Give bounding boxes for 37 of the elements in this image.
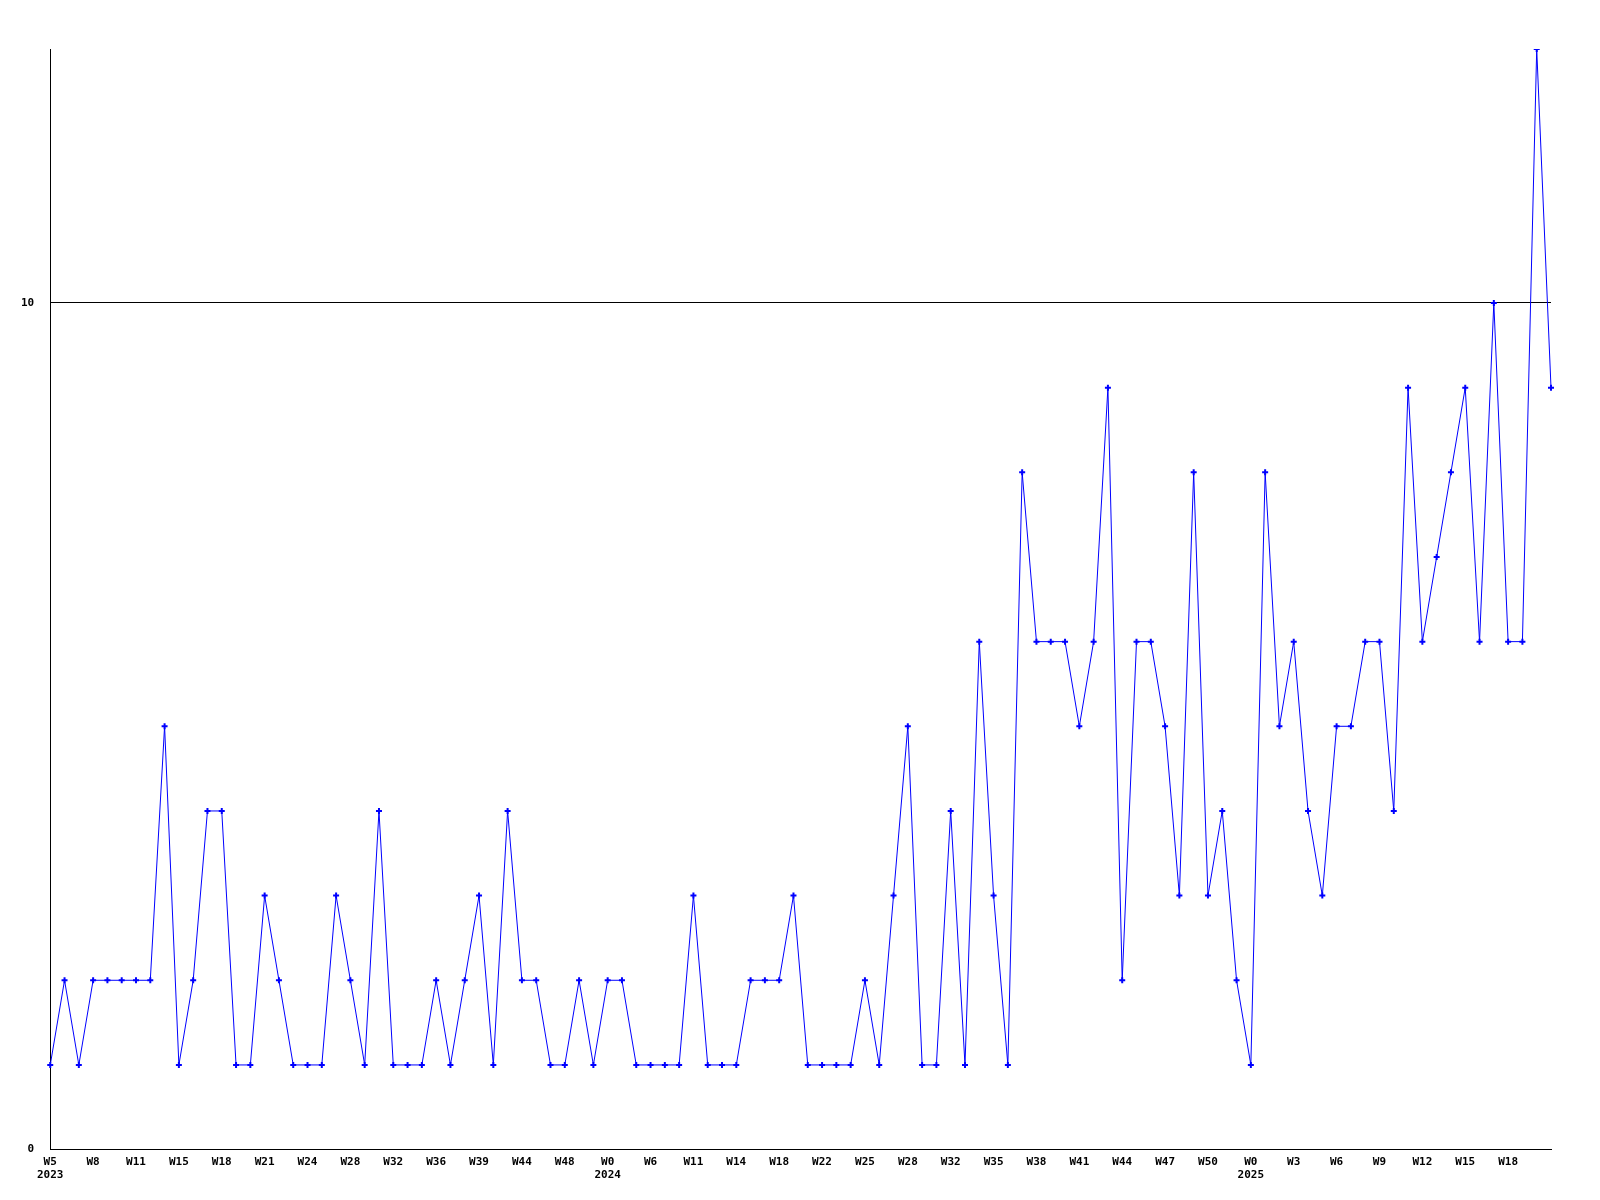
- x-tick-label: W48: [554, 1155, 575, 1169]
- x-tick-label: W11: [126, 1155, 147, 1169]
- x-tick-label: W36: [426, 1155, 447, 1169]
- x-tick-label: W32: [940, 1155, 961, 1169]
- x-tick-label: W44: [511, 1155, 533, 1169]
- x-tick-label: W18: [211, 1155, 232, 1169]
- x-tick-label: W0 2025: [1237, 1155, 1265, 1182]
- x-tick-label: W41: [1069, 1155, 1090, 1169]
- x-tick-label: W47: [1155, 1155, 1176, 1169]
- x-tick-label: W39: [469, 1155, 489, 1169]
- x-tick-label: W9: [1372, 1155, 1387, 1169]
- x-tick-label: W8: [86, 1155, 100, 1169]
- x-tick-label: W6: [643, 1155, 658, 1169]
- x-tick-label: W5 2023: [37, 1155, 64, 1182]
- x-tick-label: W28: [897, 1155, 918, 1169]
- x-tick-label: W22: [812, 1155, 832, 1169]
- x-tick-label: W14: [726, 1155, 747, 1169]
- x-tick-label: W35: [983, 1155, 1004, 1169]
- x-tick-label: W0 2024: [594, 1155, 622, 1182]
- x-tick-label: W11: [683, 1155, 704, 1169]
- x-tick-label: W6: [1329, 1155, 1344, 1169]
- x-tick-label: W12: [1412, 1155, 1433, 1169]
- x-tick-label: W44: [1112, 1155, 1133, 1169]
- x-tick-label: W18: [769, 1155, 790, 1169]
- x-tick-label: W21: [254, 1155, 275, 1169]
- x-tick-label: W28: [340, 1155, 361, 1169]
- x-tick-label: W18: [1498, 1155, 1519, 1169]
- x-tick-label: W32: [383, 1155, 404, 1169]
- x-tick-label: W25: [855, 1155, 875, 1169]
- x-tick-label: W50: [1198, 1155, 1218, 1169]
- y-tick-label: 10: [21, 295, 35, 309]
- x-tick-label: W24: [297, 1155, 318, 1169]
- x-tick-label: W15: [1455, 1155, 1476, 1169]
- x-tick-label: W38: [1026, 1155, 1047, 1169]
- x-tick-label: W3: [1287, 1155, 1301, 1169]
- y-tick-label: 0: [27, 1142, 35, 1156]
- x-tick-label: W15: [168, 1155, 189, 1169]
